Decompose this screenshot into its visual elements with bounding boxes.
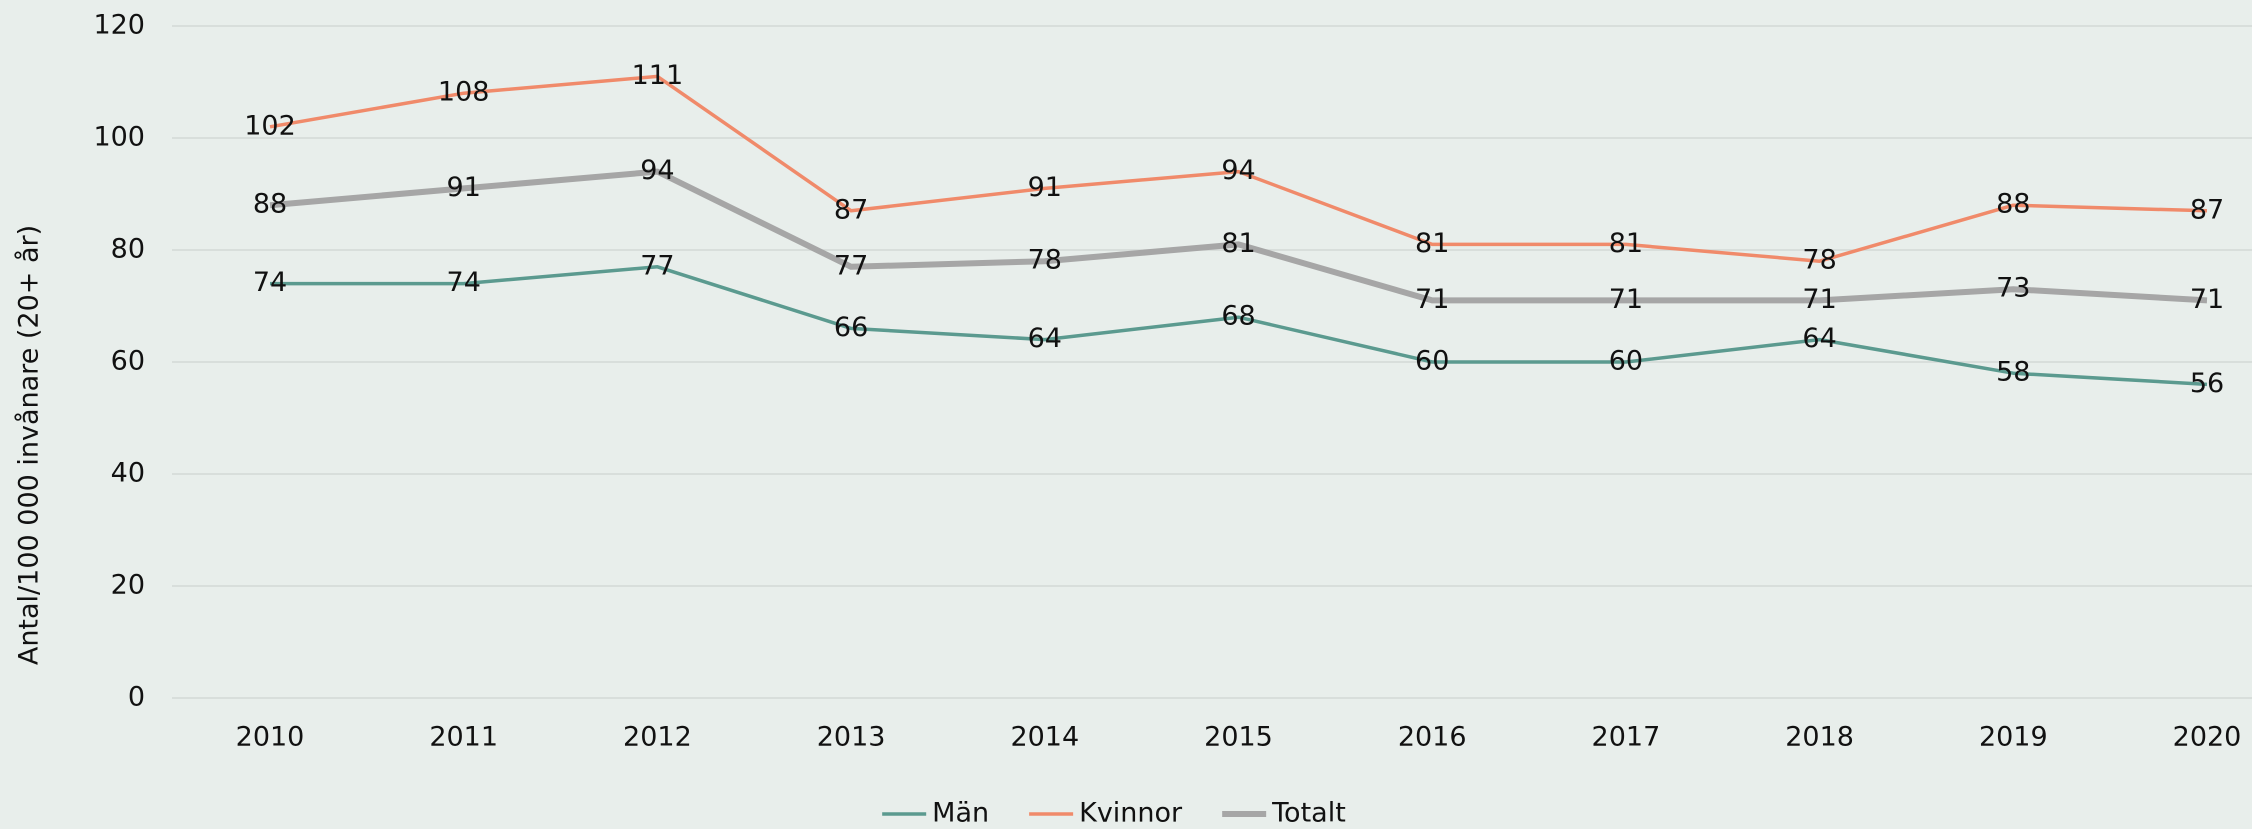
x-tick-label: 2016 bbox=[1398, 722, 1467, 753]
data-label: 58 bbox=[1996, 357, 2030, 388]
x-tick-label: 2017 bbox=[1592, 722, 1661, 753]
y-tick-label: 20 bbox=[111, 570, 145, 601]
data-label: 71 bbox=[1609, 284, 1643, 315]
data-label: 64 bbox=[1802, 323, 1836, 354]
data-label: 78 bbox=[1028, 245, 1062, 276]
series-line bbox=[269, 168, 2208, 304]
y-tick-label: 120 bbox=[93, 10, 145, 41]
y-tick-label: 0 bbox=[128, 682, 145, 713]
data-label: 71 bbox=[1802, 284, 1836, 315]
data-label: 71 bbox=[1415, 284, 1449, 315]
data-label: 108 bbox=[438, 77, 490, 108]
x-tick-label: 2020 bbox=[2173, 722, 2242, 753]
legend-label: Kvinnor bbox=[1079, 798, 1183, 829]
data-label: 78 bbox=[1802, 245, 1836, 276]
x-tick-label: 2012 bbox=[623, 722, 692, 753]
x-tick-label: 2010 bbox=[236, 722, 305, 753]
data-label: 81 bbox=[1415, 228, 1449, 259]
data-label: 111 bbox=[632, 60, 684, 91]
data-label: 60 bbox=[1415, 346, 1449, 377]
data-label: 87 bbox=[834, 194, 868, 225]
series-line bbox=[269, 74, 2208, 263]
x-tick-label: 2015 bbox=[1204, 722, 1273, 753]
data-label: 64 bbox=[1028, 323, 1062, 354]
data-label: 94 bbox=[1221, 155, 1255, 186]
data-label: 77 bbox=[640, 250, 674, 281]
data-label: 68 bbox=[1221, 301, 1255, 332]
series-line bbox=[270, 265, 2208, 387]
y-tick-label: 40 bbox=[111, 458, 145, 489]
legend-label: Totalt bbox=[1271, 798, 1346, 829]
data-label: 87 bbox=[2190, 194, 2224, 225]
x-tick-label: 2011 bbox=[429, 722, 498, 753]
y-axis-label: Antal/100 000 invånare (20+ år) bbox=[14, 225, 45, 665]
data-label: 71 bbox=[2190, 284, 2224, 315]
data-label: 91 bbox=[447, 172, 481, 203]
data-label: 77 bbox=[834, 250, 868, 281]
y-tick-label: 60 bbox=[111, 346, 145, 377]
data-label: 60 bbox=[1609, 346, 1643, 377]
x-tick-label: 2019 bbox=[1979, 722, 2048, 753]
data-label: 94 bbox=[640, 155, 674, 186]
data-label: 66 bbox=[834, 312, 868, 343]
data-label: 81 bbox=[1221, 228, 1255, 259]
y-tick-label: 80 bbox=[111, 234, 145, 265]
data-label: 91 bbox=[1028, 172, 1062, 203]
data-label: 102 bbox=[244, 110, 296, 141]
data-label: 74 bbox=[447, 267, 481, 298]
data-label: 56 bbox=[2190, 368, 2224, 399]
y-tick-label: 100 bbox=[93, 122, 145, 153]
data-label: 73 bbox=[1996, 273, 2030, 304]
data-label: 74 bbox=[253, 267, 287, 298]
data-label: 88 bbox=[253, 189, 287, 220]
data-label: 81 bbox=[1609, 228, 1643, 259]
data-label: 88 bbox=[1996, 189, 2030, 220]
x-tick-label: 2014 bbox=[1010, 722, 1079, 753]
x-tick-label: 2018 bbox=[1785, 722, 1854, 753]
x-tick-label: 2013 bbox=[817, 722, 886, 753]
legend-label: Män bbox=[932, 798, 989, 829]
